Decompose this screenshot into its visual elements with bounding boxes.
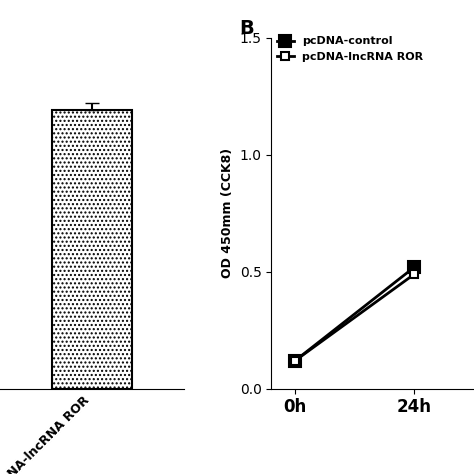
pcDNA-lncRNA ROR [292, 358, 298, 364]
Legend: pcDNA-control, pcDNA-lncRNA ROR: pcDNA-control, pcDNA-lncRNA ROR [277, 36, 424, 62]
Line: pcDNA-lncRNA ROR: pcDNA-lncRNA ROR [291, 270, 419, 365]
Text: B: B [239, 19, 254, 38]
pcDNA-control [411, 264, 417, 270]
pcDNA-control [292, 358, 298, 364]
Text: CCK8: CCK8 [429, 0, 474, 2]
pcDNA-lncRNA ROR [411, 271, 417, 277]
Line: pcDNA-control: pcDNA-control [290, 262, 420, 366]
Y-axis label: OD 450mm (CCK8): OD 450mm (CCK8) [221, 148, 234, 278]
Bar [52, 110, 132, 389]
